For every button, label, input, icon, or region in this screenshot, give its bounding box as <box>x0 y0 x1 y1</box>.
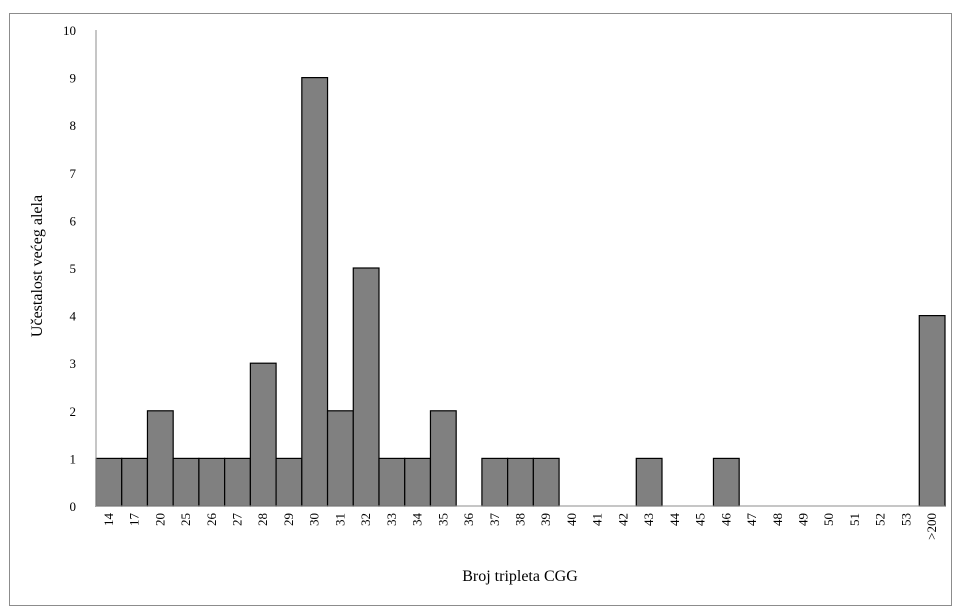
x-axis-title: Broj tripleta CGG <box>462 568 578 585</box>
bar <box>378 457 406 507</box>
axes <box>95 30 945 507</box>
bar <box>301 76 329 507</box>
x-category-label: 50 <box>821 513 836 526</box>
y-tick-label: 5 <box>70 261 77 276</box>
x-category-labels: 14 17 20 25 26 27 28 29 30 31 32 33 34 35 36 37 38 39 40 41… <box>101 513 939 540</box>
x-category-label: 36 <box>461 513 476 527</box>
x-category-label: 30 <box>307 513 322 526</box>
y-tick-label: 6 <box>70 213 77 228</box>
y-tick-label: 10 <box>63 23 76 38</box>
bar <box>635 457 663 507</box>
x-category-label: 31 <box>332 513 347 526</box>
x-category-label: 53 <box>898 513 913 526</box>
y-tick-label: 8 <box>70 118 77 133</box>
x-category-label: 45 <box>693 513 708 526</box>
bar <box>224 457 251 507</box>
bar <box>146 410 174 507</box>
bar <box>275 457 303 507</box>
x-category-label: 20 <box>152 513 167 526</box>
bar <box>326 410 354 507</box>
x-category-label: 27 <box>230 513 245 527</box>
x-category-label: 38 <box>513 513 528 526</box>
x-category-label: 51 <box>847 513 862 526</box>
y-tick-label: 0 <box>70 499 77 514</box>
bar <box>481 457 509 507</box>
x-category-label: 41 <box>590 513 605 526</box>
chart-frame <box>9 13 952 606</box>
y-tick-label: 9 <box>70 71 77 86</box>
bar <box>507 457 534 507</box>
bar <box>172 457 200 507</box>
bar <box>198 457 226 507</box>
x-category-label: 33 <box>384 513 399 526</box>
x-category-label: 40 <box>564 513 579 526</box>
x-category-label: 26 <box>204 513 219 527</box>
y-tick-label: 2 <box>70 404 77 419</box>
x-category-label: 32 <box>358 513 373 526</box>
x-category-label: 44 <box>667 513 682 527</box>
x-category-label: 49 <box>796 513 811 526</box>
bar <box>121 457 149 507</box>
x-category-label: 47 <box>744 513 759 527</box>
y-tick-label: 3 <box>70 356 77 371</box>
x-category-label: 28 <box>255 513 270 526</box>
x-category-label: 48 <box>770 513 785 526</box>
x-category-label: 35 <box>435 513 450 526</box>
bar <box>429 410 457 507</box>
x-category-label: 14 <box>101 513 116 527</box>
bar <box>918 315 946 507</box>
x-category-label: 42 <box>615 513 630 526</box>
y-axis-title: Učestalost većeg alela <box>29 195 46 337</box>
bar <box>404 457 432 507</box>
bar <box>352 267 380 507</box>
bars <box>95 76 946 507</box>
y-tick-label: 7 <box>70 166 77 181</box>
y-tick-labels: 0 1 2 3 4 5 6 7 8 9 10 <box>63 23 77 514</box>
y-tick-label: 4 <box>70 309 77 324</box>
bar <box>712 457 740 507</box>
bar <box>532 457 560 507</box>
y-tick-label: 1 <box>70 451 77 466</box>
x-category-label: 34 <box>410 513 425 527</box>
x-category-label: 17 <box>127 513 142 527</box>
bar <box>95 457 123 507</box>
x-category-label: 52 <box>873 513 888 526</box>
x-category-label: 37 <box>487 513 502 527</box>
x-category-label: 29 <box>281 513 296 526</box>
x-category-label: 43 <box>641 513 656 526</box>
x-category-label: 25 <box>178 513 193 526</box>
x-category-label: 46 <box>718 513 733 527</box>
x-category-label: >200 <box>924 513 939 540</box>
x-category-label: 39 <box>538 513 553 526</box>
bar <box>249 362 277 507</box>
